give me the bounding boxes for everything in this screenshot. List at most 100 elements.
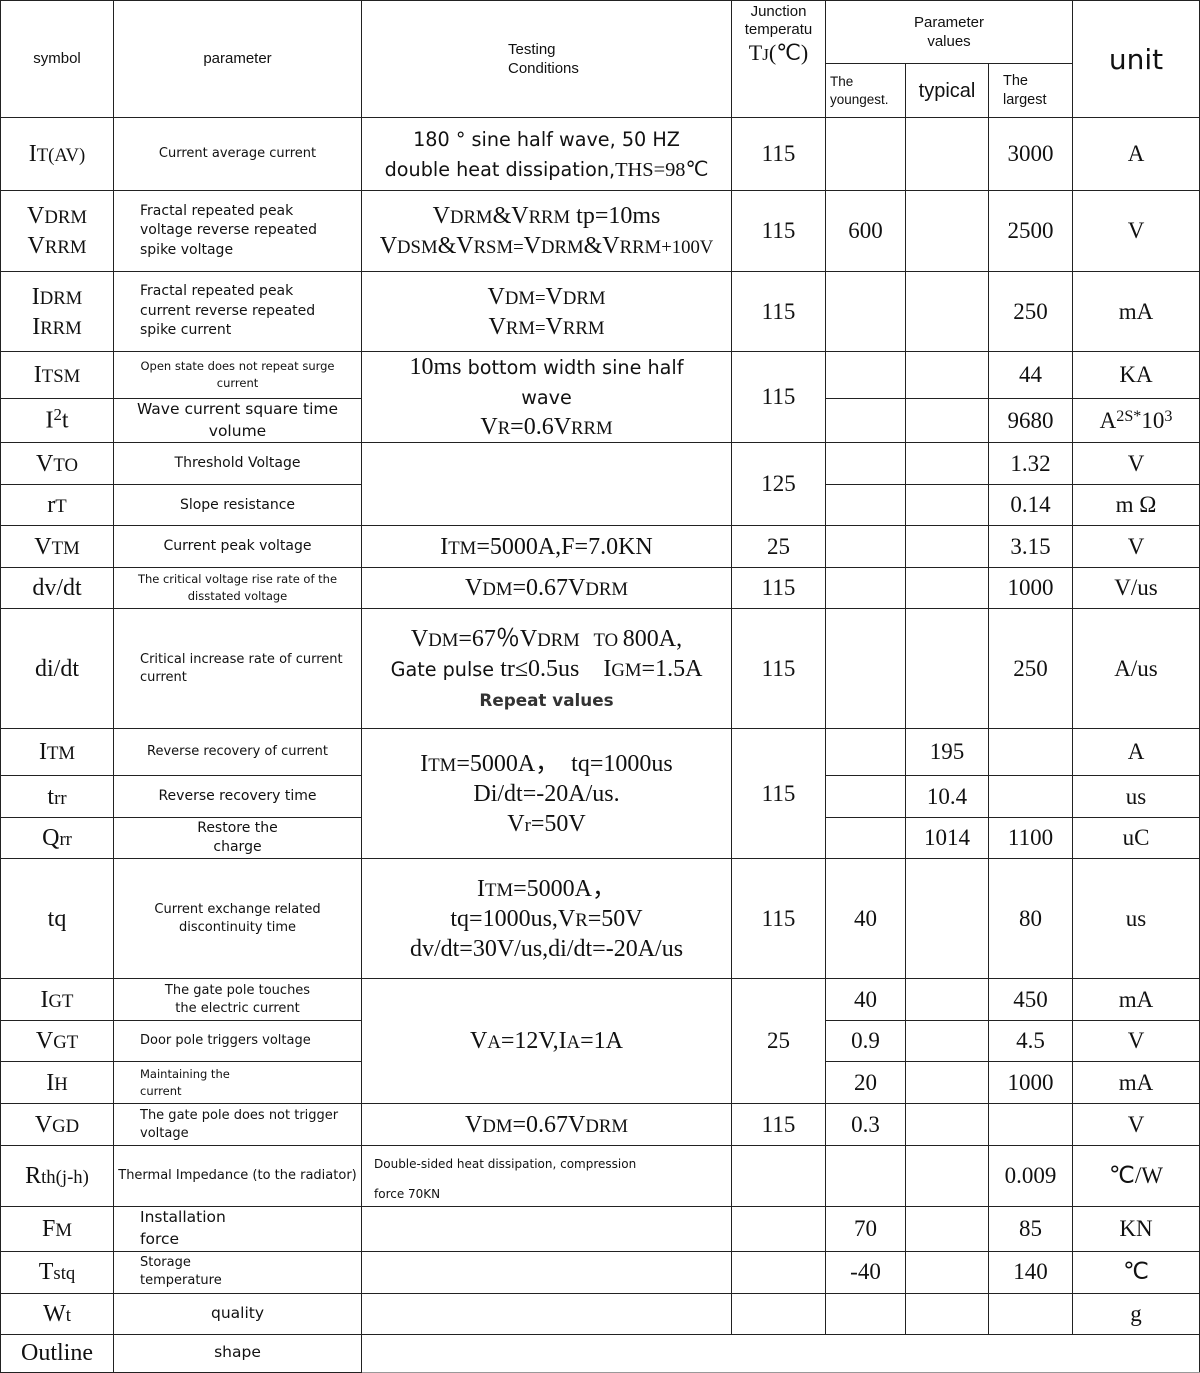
min-value-cell: 0.3 [825, 1103, 906, 1147]
text-line: V/us [1077, 575, 1195, 601]
text-line: double heat dissipation,THS=98℃ [366, 154, 727, 184]
parameter-cell: Slope resistance [113, 484, 362, 527]
parameter-line: Open state does not repeat surge current [140, 358, 335, 390]
junction-temperature-cell [731, 1145, 826, 1208]
header-pv-line: Parameter [913, 13, 985, 31]
text-segment: &V [437, 233, 474, 259]
text-segment: RRM [40, 317, 82, 339]
text-segment: RSM= [473, 237, 524, 258]
text-line: Repeat values [366, 684, 727, 714]
parameter-cell: Current peak voltage [113, 525, 362, 569]
text-segment: V [545, 313, 563, 340]
typ-value-cell [905, 858, 989, 980]
parameter-line: current [140, 669, 187, 685]
parameter-line: Current exchange related [154, 901, 321, 917]
junction-temperature-cell: 25 [731, 525, 826, 569]
header-symbol: symbol [0, 0, 114, 118]
text-segment: F [42, 1216, 56, 1243]
max-value-cell: 140 [988, 1250, 1073, 1294]
table-row: IDRM IRRM Fractal repeated peak current rev… [0, 271, 1200, 352]
typ-value-cell [905, 567, 989, 610]
header-tj-line: temperatu [744, 21, 813, 38]
header-typical: typical [905, 63, 989, 118]
text-line: mA [1077, 299, 1195, 325]
text-segment: &V [583, 233, 620, 259]
text-segment: V [465, 575, 483, 602]
parameter-line: Installation [140, 1208, 226, 1227]
unit-cell: KA [1072, 351, 1200, 399]
text-line: VRM=VRRM [366, 312, 727, 342]
parameter-cell: quality [113, 1292, 362, 1335]
parameter-cell: Critical increase rate of current current [113, 608, 362, 730]
text-segment: 800A, [622, 625, 683, 652]
text-line: KA [1077, 362, 1195, 388]
parameter-line: Fractal repeated peak [140, 283, 294, 300]
text-line: A [1077, 739, 1195, 765]
text-line: I2t [5, 405, 109, 436]
text-line: Wt [5, 1299, 109, 1329]
junction-temperature-cell: 115 [731, 1103, 826, 1147]
parameter-line: Current average current [158, 145, 317, 161]
text-line: g [1077, 1301, 1195, 1327]
parameter-cell: Wave current square time volume [113, 397, 362, 444]
junction-temperature-cell: 115 [731, 271, 826, 352]
unit-cell: g [1072, 1292, 1200, 1335]
text-line: ITM [5, 737, 109, 767]
text-segment: I [40, 986, 49, 1013]
unit-cell: mA [1072, 271, 1200, 352]
text-segment: V [488, 313, 506, 340]
parameter-line: Fractal repeated peak [140, 202, 294, 219]
text-segment: TM [51, 537, 80, 559]
symbol-cell: IDRM IRRM [0, 271, 114, 352]
text-segment: GM [611, 659, 642, 681]
parameter-line: current reverse repeated [140, 302, 316, 319]
text-segment: t [61, 407, 69, 434]
parameter-cell: Door pole triggers voltage [113, 1020, 362, 1063]
max-value-cell: 4.5 [988, 1020, 1073, 1063]
text-segment: A [1127, 739, 1145, 765]
symbol-cell: Qrr [0, 817, 114, 860]
text-line: Gate pulse tr≤0.5us IGM=1.5A [366, 654, 727, 684]
header-max: The largest [988, 63, 1073, 118]
text-segment: V [1127, 1028, 1145, 1054]
conditions-cell: ITM=5000A， tq=1000us Di/dt=-20A/us. Vr=50V [361, 728, 732, 860]
text-segment: force 70KN [374, 1187, 441, 1202]
unit-cell: ℃ [1072, 1250, 1200, 1294]
text-segment: TM [428, 754, 457, 776]
header-parameter-values: Parameter values [825, 0, 1073, 64]
max-value-cell: 80 [988, 858, 1073, 980]
text-segment: I [33, 362, 42, 388]
text-segment: =5000A， tq=1000us [456, 750, 673, 777]
table-row: I2t Wave current square time volume 9680 A2… [0, 397, 1200, 444]
text-segment: THS=98℃ [615, 159, 709, 181]
unit-cell: V [1072, 442, 1200, 486]
text-segment: H [54, 1073, 68, 1095]
unit-cell: A/us [1072, 608, 1200, 730]
text-segment: DRM [44, 207, 87, 228]
text-segment: TM [448, 537, 477, 559]
text-line: ℃/W [1077, 1163, 1195, 1189]
table-row: VDRM VRRM Fractal repeated peak voltage rev… [0, 190, 1200, 272]
tj-symbol-part: J [762, 45, 769, 64]
parameter-line: Critical increase rate of current [140, 651, 343, 667]
unit-cell: A [1072, 117, 1200, 191]
max-value-cell [988, 1103, 1073, 1147]
text-line: tq=1000us,VR=50V [366, 904, 727, 934]
header-conditions-line: Conditions [508, 60, 579, 77]
unit-cell: mA [1072, 1061, 1200, 1105]
text-segment: RRM+100V [619, 237, 714, 258]
symbol-cell: IGT [0, 978, 114, 1022]
symbol-cell: VTM [0, 525, 114, 569]
text-segment: TSM [41, 366, 81, 387]
typ-value-cell [905, 1020, 989, 1063]
max-value-cell: 0.009 [988, 1145, 1073, 1208]
header-unit: unit [1072, 0, 1200, 118]
parameter-cell: Threshold Voltage [113, 442, 362, 486]
max-value-cell: 85 [988, 1206, 1073, 1252]
text-segment: I [32, 313, 41, 340]
text-segment: DRM [449, 207, 493, 228]
min-value-cell: 40 [825, 858, 906, 980]
unit-cell: V/us [1072, 567, 1200, 610]
header-junction-temperature: Junction temperatu TJ(℃) [731, 0, 826, 118]
conditions-cell [361, 1292, 732, 1335]
